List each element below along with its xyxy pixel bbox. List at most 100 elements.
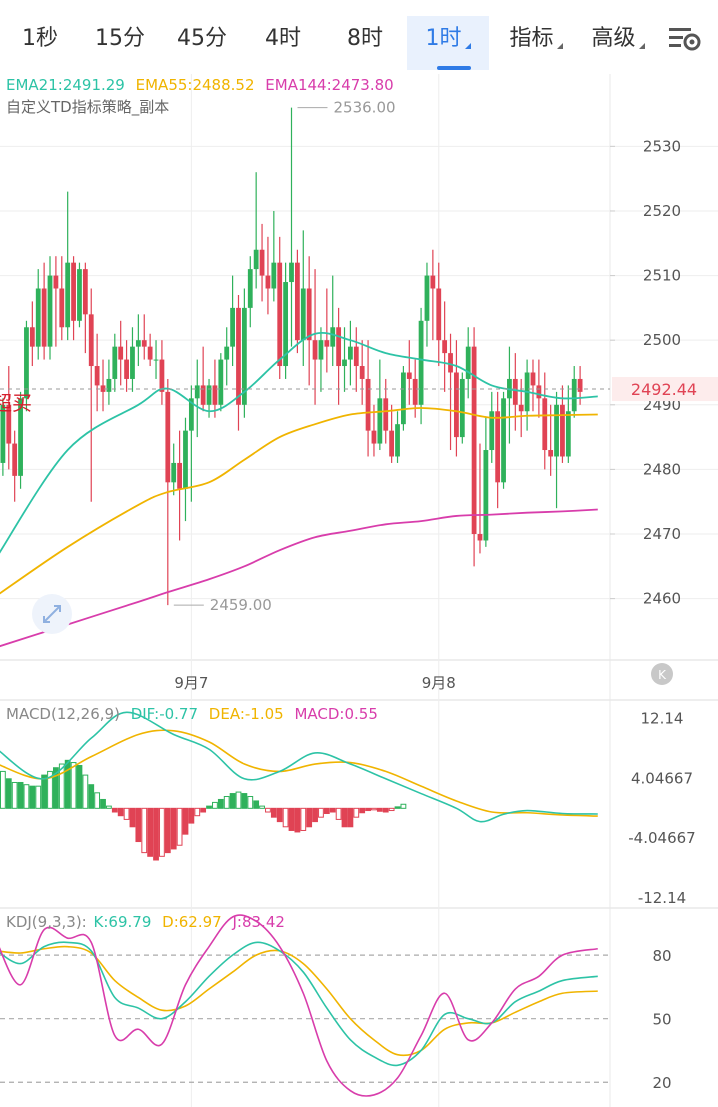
candle <box>29 301 35 367</box>
price-tick-label: 2510 <box>643 267 681 285</box>
settings-gear-icon[interactable] <box>668 24 702 54</box>
candle-body <box>294 262 300 341</box>
candle <box>477 443 483 554</box>
candle-body <box>18 398 23 476</box>
candle <box>6 366 12 470</box>
ema144-line <box>0 508 598 648</box>
date-axis-label: 9月8 <box>422 674 456 692</box>
candle <box>224 327 230 386</box>
overbought-signal-label: 超买 <box>0 391 32 415</box>
candle <box>100 359 106 412</box>
collapse-k-icon[interactable]: K <box>651 663 673 685</box>
tab-1h[interactable]: 1时 <box>407 16 489 70</box>
candle-body <box>77 269 82 321</box>
candle <box>571 366 577 418</box>
macd-histogram-bar <box>141 807 148 854</box>
candle <box>88 288 94 502</box>
candle-body <box>465 346 471 379</box>
candle-body <box>495 411 501 483</box>
candle-body <box>454 372 459 438</box>
candle-body <box>277 262 283 367</box>
tab-15m[interactable]: 15分 <box>84 16 156 70</box>
macd-histogram-bar <box>41 774 48 809</box>
macd-histogram-bar <box>400 803 407 809</box>
candle <box>577 366 583 405</box>
tab-label: 指标 <box>509 26 554 51</box>
price-tick-label: 2480 <box>643 460 681 478</box>
candle <box>159 340 165 405</box>
candle-body <box>212 385 218 405</box>
macd-histogram-bar <box>170 807 177 850</box>
macd-histogram-bar <box>182 807 189 835</box>
candle-body <box>135 340 141 347</box>
candle-body <box>271 262 277 289</box>
candle-body <box>406 372 412 379</box>
tab-8h[interactable]: 8时 <box>330 16 400 70</box>
candle-body <box>542 398 548 451</box>
tab-4h[interactable]: 4时 <box>248 16 318 70</box>
kdj-params-legend: KDJ(9,3,3): <box>6 913 87 931</box>
candle <box>194 359 200 438</box>
candle-body <box>412 378 418 405</box>
candle-body <box>188 398 194 431</box>
j-legend: J:83.42 <box>231 913 284 931</box>
candle-body <box>236 307 241 405</box>
tab-label: 15分 <box>95 26 145 51</box>
kdj-axis-label: 80 <box>652 947 671 965</box>
macd-histogram-bar <box>153 807 159 861</box>
macd-histogram-bar <box>376 807 383 812</box>
candle <box>53 256 59 347</box>
candle <box>436 262 442 367</box>
candle-body <box>194 385 200 399</box>
candle-body <box>300 288 306 341</box>
macd-histogram-bar <box>206 805 212 809</box>
macd-histogram-bar <box>306 807 313 828</box>
candle <box>18 391 23 489</box>
candle <box>200 346 206 412</box>
candle <box>300 230 306 367</box>
candle <box>218 353 224 412</box>
candle-body <box>571 378 577 412</box>
macd-histogram-bar <box>147 807 154 857</box>
macd-histogram-bar <box>359 807 366 814</box>
candle-body <box>536 385 542 399</box>
candle-body <box>289 262 294 283</box>
tab-45m[interactable]: 45分 <box>166 16 238 70</box>
candle <box>430 249 436 341</box>
candle <box>12 430 18 502</box>
candle-body <box>577 378 583 392</box>
candle <box>59 256 65 341</box>
candle <box>389 404 395 463</box>
candle <box>518 378 524 438</box>
dif-legend: DIF:-0.77 <box>131 705 198 723</box>
candle <box>324 288 330 373</box>
candle <box>130 327 135 392</box>
macd-histogram-bar <box>212 801 218 809</box>
current-price-label: 2492.44 <box>631 380 697 399</box>
tab-label: 1时 <box>425 26 462 51</box>
macd-histogram-bar <box>329 807 336 813</box>
macd-histogram-bar <box>276 807 283 823</box>
tab-1s[interactable]: 1秒 <box>6 16 74 70</box>
candle-body <box>324 340 330 347</box>
candle <box>112 333 118 392</box>
candle <box>265 236 271 315</box>
tab-advanced[interactable]: 高级 <box>582 16 654 70</box>
candle-body <box>501 398 506 483</box>
candle-body <box>153 359 159 361</box>
macd-histogram-bar <box>371 807 377 811</box>
expand-icon[interactable] <box>32 594 72 634</box>
candle <box>82 262 88 354</box>
candle-body <box>565 411 571 457</box>
candle <box>47 256 53 360</box>
tab-indicators[interactable]: 指标 <box>500 16 572 70</box>
candle-body <box>6 404 12 444</box>
candle <box>548 404 554 476</box>
candle-body <box>171 462 177 483</box>
macd-histogram-bar <box>17 781 24 809</box>
candle-body <box>336 327 342 367</box>
macd-histogram-bar <box>335 807 342 820</box>
macd-histogram-bar <box>365 807 371 812</box>
candle <box>0 398 6 476</box>
